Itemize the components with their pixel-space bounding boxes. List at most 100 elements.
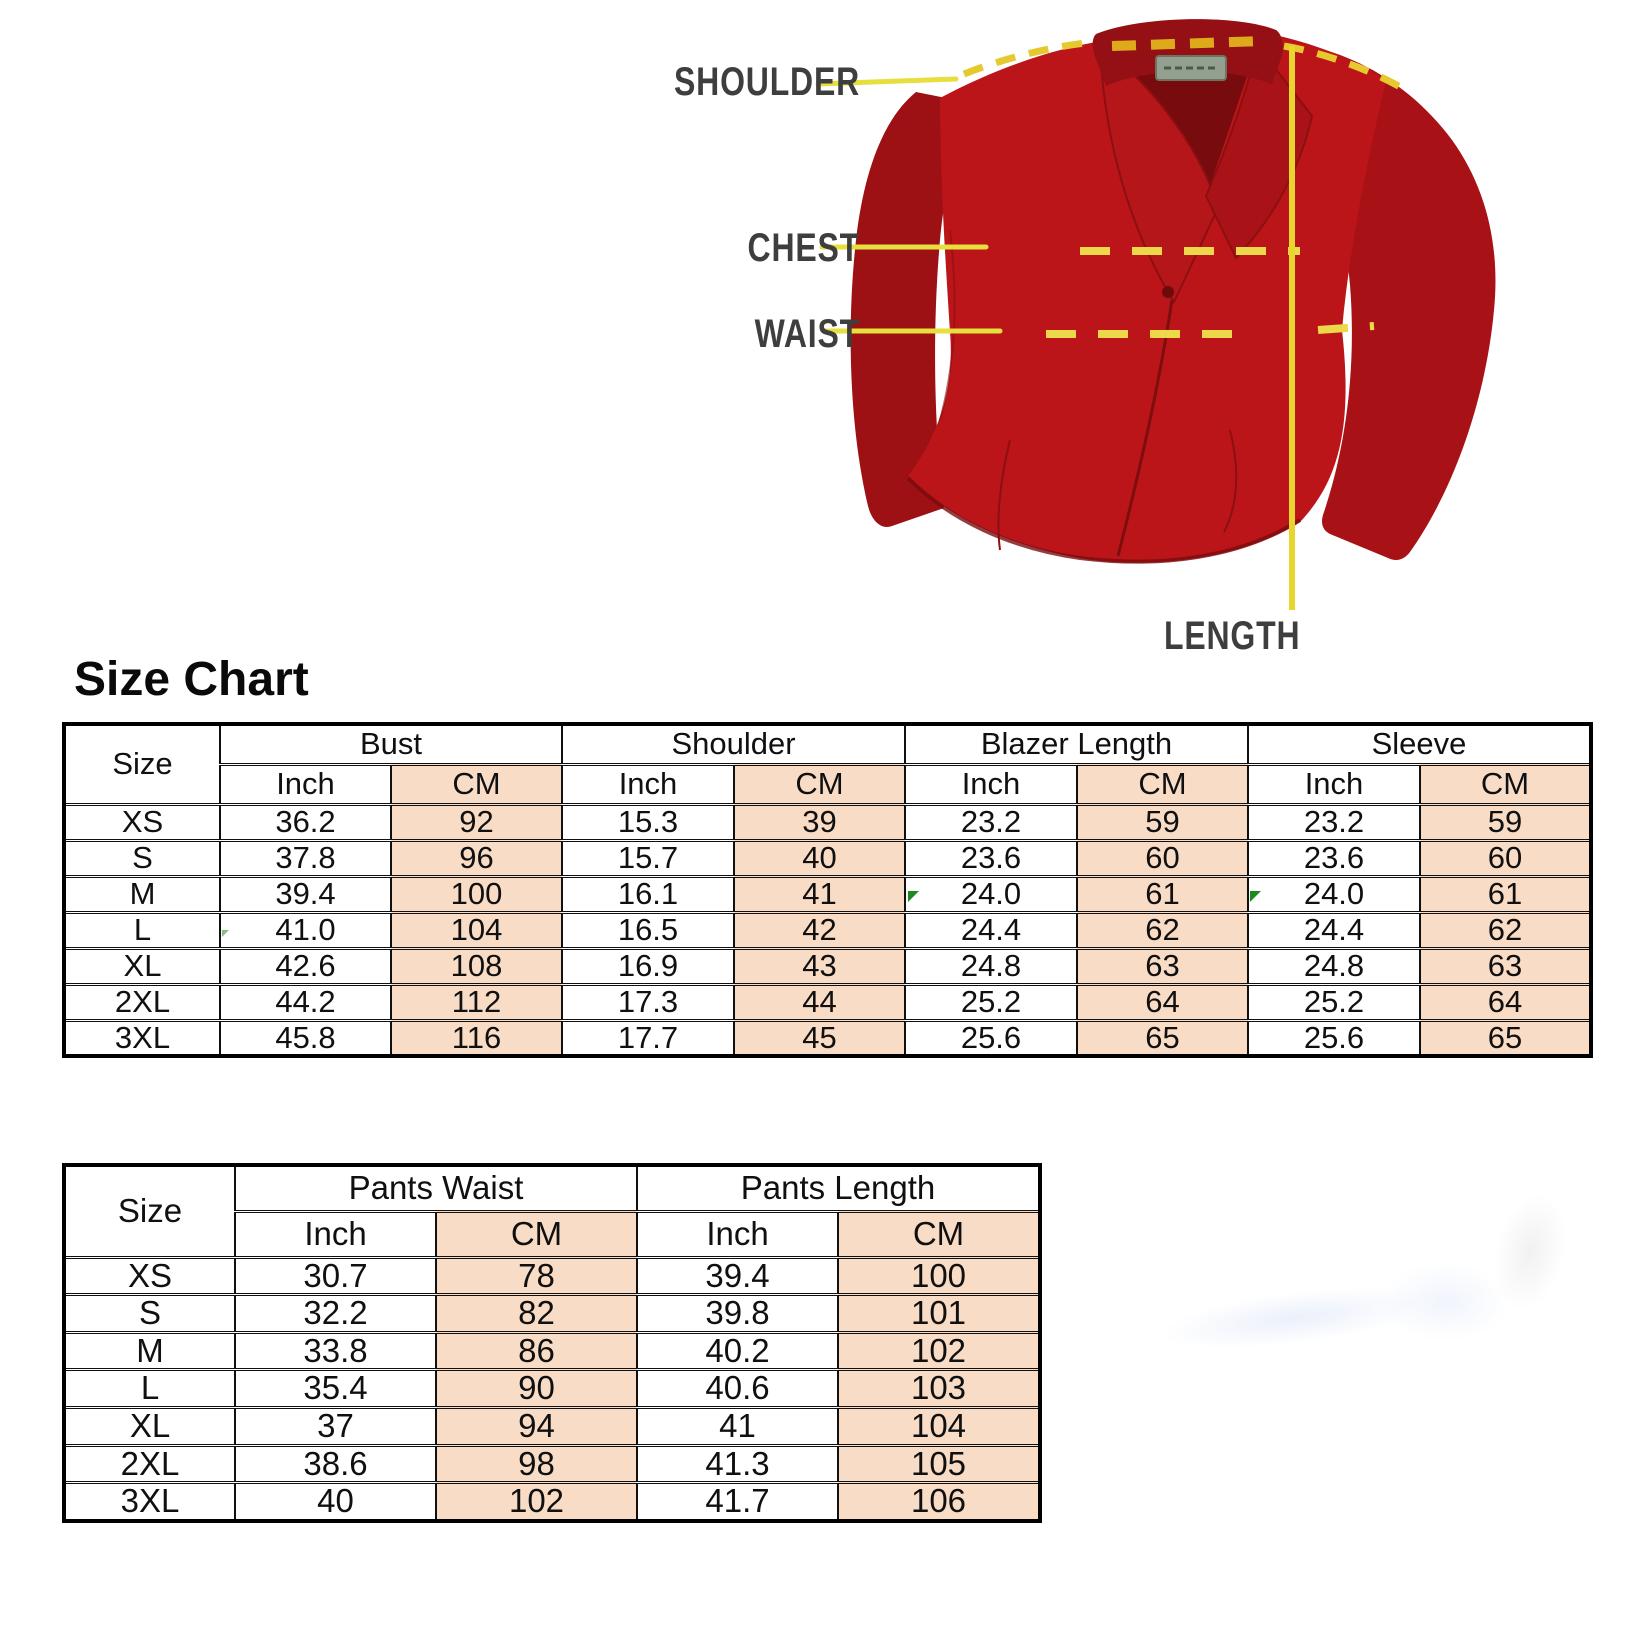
peplum-fold-right: [1223, 429, 1238, 533]
inch-value-cell: 25.6: [1247, 1018, 1421, 1058]
table-row: 3XL 40 102 41.7 106: [63, 1481, 1041, 1523]
bust-group-header: Bust: [219, 722, 563, 766]
watermark-smudge: [1481, 1185, 1579, 1319]
size-cell: L: [63, 910, 221, 950]
table-row: M 33.8 86 40.2 102: [63, 1330, 1041, 1372]
table-row: XL 42.6 108 16.9 43 24.8 63 24.8 63: [63, 946, 1593, 986]
inch-value-cell: 15.3: [561, 802, 735, 842]
hem-shading: [906, 476, 1302, 564]
inch-value-cell: 39.4: [636, 1255, 839, 1297]
blazer-length-group-header: Blazer Length: [904, 722, 1249, 766]
size-cell: 3XL: [63, 1018, 221, 1058]
cm-value-cell: 41: [733, 874, 906, 914]
cm-value-cell: 102: [435, 1481, 638, 1523]
jacket-left-lapel: [1098, 43, 1220, 305]
excel-green-triangle-artifact: [1250, 891, 1261, 902]
excel-green-triangle-artifact: [908, 891, 919, 902]
unit-header-row: Inch CM Inch CM: [64, 1209, 1041, 1259]
inch-value-cell: 38.6: [234, 1443, 437, 1485]
size-cell: XL: [63, 946, 221, 986]
jacket-collar: [1092, 19, 1283, 86]
inch-value-cell: 23.6: [1247, 838, 1421, 878]
shoulder-dash-right: [1283, 42, 1406, 93]
inch-value-cell: 17.7: [561, 1018, 735, 1058]
cm-value-cell: 44: [733, 982, 906, 1022]
cm-value-cell: 116: [390, 1018, 563, 1058]
cm-value-cell: 59: [1076, 802, 1249, 842]
size-chart-title: Size Chart: [74, 653, 309, 706]
sleeve-group-header: Sleeve: [1246, 722, 1593, 766]
table-row: XS 30.7 78 39.4 100: [63, 1255, 1041, 1297]
size-cell: S: [63, 838, 221, 878]
table-row: XL 37 94 41 104: [63, 1406, 1041, 1447]
inch-value-cell: 25.6: [904, 1018, 1078, 1058]
table-row: XS 36.2 92 15.3 39 23.2 59 23.2 59: [63, 802, 1593, 842]
cm-value-cell: 64: [1418, 982, 1593, 1022]
cm-value-cell: 42: [733, 910, 906, 950]
inch-header: Inch: [904, 762, 1078, 806]
cm-header: CM: [733, 762, 906, 806]
table-row: 2XL 38.6 98 41.3 105: [63, 1443, 1041, 1485]
cm-value-cell: 108: [390, 946, 563, 986]
cm-value-cell: 62: [1076, 910, 1249, 950]
inch-value-cell: 17.3: [561, 982, 735, 1022]
size-cell: M: [63, 1330, 236, 1372]
shoulder-dash-left: [962, 38, 1095, 78]
cm-value-cell: 104: [837, 1406, 1041, 1447]
cm-value-cell: 96: [390, 838, 563, 878]
inch-value-cell: 32.2: [234, 1293, 437, 1334]
cm-value-cell: 39: [733, 802, 906, 842]
inch-value-cell: 41.0: [219, 910, 392, 950]
size-cell: 2XL: [63, 982, 221, 1022]
cm-header: CM: [1076, 762, 1249, 806]
inch-value-cell: 45.8: [219, 1018, 392, 1058]
pants-size-table: Size Pants Waist Pants Length Inch CM In…: [62, 1163, 1042, 1523]
table-row: 3XL 45.8 116 17.7 45 25.6 65 25.6 65: [63, 1018, 1593, 1058]
inch-header: Inch: [636, 1209, 839, 1259]
shoulder-label: SHOULDER: [674, 60, 860, 104]
inch-value-cell: 41.7: [636, 1481, 839, 1523]
cm-header: CM: [1418, 762, 1593, 806]
size-cell: 3XL: [63, 1481, 236, 1523]
inch-value-cell: 23.2: [904, 802, 1078, 842]
group-header-row: Size Pants Waist Pants Length: [63, 1163, 1041, 1259]
inch-value-cell: 24.4: [904, 910, 1078, 950]
inch-value-cell: 35.4: [234, 1368, 437, 1410]
inch-value-cell: 23.2: [1247, 802, 1421, 842]
inch-value-cell: 44.2: [219, 982, 392, 1022]
waist-label: WAIST: [754, 312, 860, 356]
cm-value-cell: 100: [837, 1255, 1041, 1297]
inch-value-cell: 39.8: [636, 1293, 839, 1334]
table-row: S 37.8 96 15.7 40 23.6 60 23.6 60: [63, 838, 1593, 878]
inch-value-cell: 41.3: [636, 1443, 839, 1485]
size-column-header: Size: [63, 1163, 236, 1259]
size-cell: XS: [63, 1255, 236, 1297]
cm-value-cell: 112: [390, 982, 563, 1022]
inch-header: Inch: [234, 1209, 437, 1259]
inch-value-cell: 36.2: [219, 802, 392, 842]
watermark-smudge: [1380, 1262, 1510, 1342]
cm-value-cell: 104: [390, 910, 563, 950]
inch-value-cell: 23.6: [904, 838, 1078, 878]
inch-value-cell: 33.8: [234, 1330, 437, 1372]
cm-value-cell: 61: [1418, 874, 1593, 914]
cm-value-cell: 94: [435, 1406, 638, 1447]
blazer-illustration: [815, 19, 1496, 610]
inch-value-cell: 40.2: [636, 1330, 839, 1372]
shoulder-group-header: Shoulder: [561, 722, 906, 766]
cm-value-cell: 60: [1418, 838, 1593, 878]
cm-value-cell: 60: [1076, 838, 1249, 878]
inch-value-cell: 40: [234, 1481, 437, 1523]
cm-value-cell: 98: [435, 1443, 638, 1485]
cm-value-cell: 86: [435, 1330, 638, 1372]
size-cell: S: [63, 1293, 236, 1334]
inch-header: Inch: [1247, 762, 1421, 806]
pants-length-group-header: Pants Length: [636, 1163, 1041, 1213]
inch-value-cell: 16.5: [561, 910, 735, 950]
cm-value-cell: 101: [837, 1293, 1041, 1334]
size-cell: L: [63, 1368, 236, 1410]
inch-value-cell: 16.9: [561, 946, 735, 986]
inch-value-cell: 30.7: [234, 1255, 437, 1297]
cm-value-cell: 63: [1418, 946, 1593, 986]
